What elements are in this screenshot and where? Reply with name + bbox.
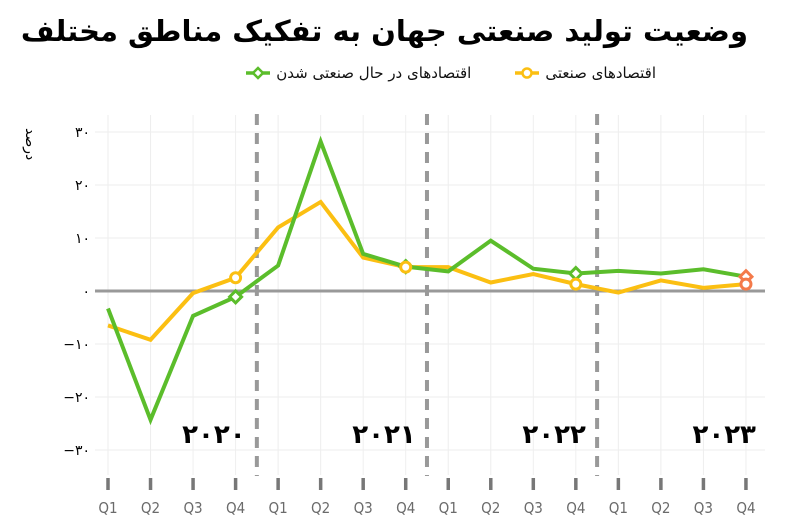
chart-title: وضعیت تولید صنعتی جهان به تفکیک مناطق مخ… <box>20 14 749 48</box>
y-tick-label: ۱۰ <box>75 231 90 247</box>
x-tick-label: Q1 <box>269 499 288 517</box>
diamond-marker <box>227 288 244 305</box>
legend-item-industrial: اقتصادهای صنعتی <box>515 64 656 82</box>
x-tick-label: Q4 <box>736 499 755 517</box>
circle-marker <box>399 260 413 274</box>
year-label: ۲۰۲۱ <box>352 420 415 450</box>
circle-marker <box>569 277 583 291</box>
year-label: ۲۰۲۲ <box>522 420 586 450</box>
x-tick-label: Q1 <box>609 499 628 517</box>
x-tick-label: Q4 <box>226 499 245 517</box>
x-tick-label: Q1 <box>98 499 117 517</box>
y-tick-label: −۲۰ <box>63 390 90 406</box>
x-tick-label: Q2 <box>651 499 670 517</box>
x-tick-label: Q4 <box>396 499 415 517</box>
legend: اقتصادهای در حال صنعتی شدن اقتصادهای صنع… <box>246 64 656 82</box>
y-tick-label: ۲۰ <box>75 178 90 194</box>
x-tick-label: Q1 <box>439 499 458 517</box>
year-label: ۲۰۲۰ <box>182 420 245 450</box>
x-tick-label: Q2 <box>311 499 330 517</box>
circle-marker <box>739 277 753 291</box>
x-tick-label: Q4 <box>566 499 585 517</box>
x-tick-label: Q3 <box>694 499 713 517</box>
y-tick-label: ۰ <box>82 284 90 300</box>
legend-item-label: اقتصادهای صنعتی <box>545 64 656 82</box>
y-tick-label: −۳۰ <box>63 443 90 459</box>
legend-item-label: اقتصادهای در حال صنعتی شدن <box>276 64 472 82</box>
x-tick-label: Q3 <box>183 499 202 517</box>
circle-marker <box>229 271 243 285</box>
x-tick-label: Q3 <box>354 499 373 517</box>
x-tick-label: Q3 <box>524 499 543 517</box>
year-label: ۲۰۲۳ <box>692 420 756 450</box>
legend-item-industrializing: اقتصادهای در حال صنعتی شدن <box>246 64 471 82</box>
diamond-marker-icon <box>246 66 271 80</box>
series-line-industrializing <box>106 135 747 426</box>
circle-marker-icon <box>515 67 540 79</box>
x-tick-label: Q2 <box>141 499 160 517</box>
x-tick-label: Q2 <box>481 499 500 517</box>
y-tick-label: −۱۰ <box>63 337 90 353</box>
y-tick-label: ۳۰ <box>75 125 90 141</box>
